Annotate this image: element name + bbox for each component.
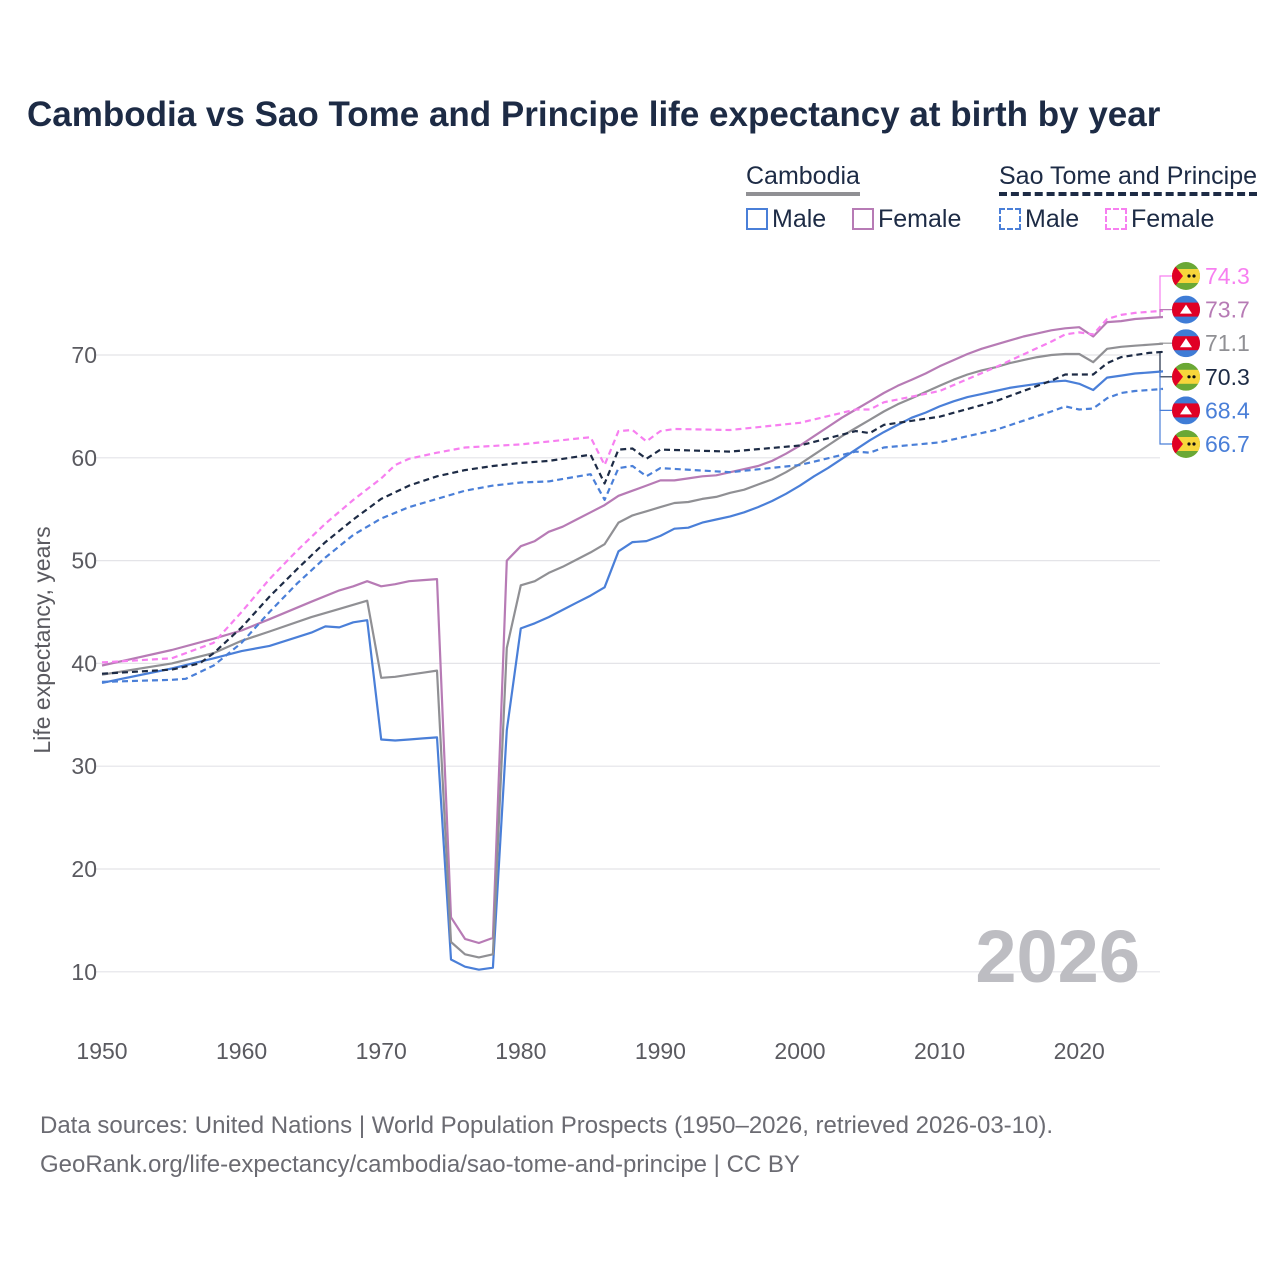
- x-tick-label: 2010: [914, 1038, 965, 1064]
- y-tick-label: 60: [71, 445, 97, 471]
- legend-item-sao-tome-female[interactable]: Female: [1105, 205, 1214, 234]
- series-line-cambodia: [101, 342, 1164, 959]
- sao-tome-flag-icon: [1172, 362, 1200, 391]
- x-tick-label: 2000: [774, 1038, 825, 1064]
- x-tick-label: 1970: [356, 1038, 407, 1064]
- cambodia-flag-icon: [1172, 329, 1200, 358]
- y-axis-label: Life expectancy, years: [29, 526, 55, 753]
- label-connector: [1159, 351, 1172, 378]
- legend-label: Female: [878, 205, 962, 233]
- legend-swatch: [852, 208, 874, 230]
- x-tick-label: 1990: [635, 1038, 686, 1064]
- y-tick-label: 40: [71, 650, 97, 676]
- y-tick-label: 20: [71, 856, 97, 882]
- x-tick-label: 1950: [76, 1038, 127, 1064]
- cambodia-flag-icon: [1172, 295, 1200, 324]
- x-tick-label: 1980: [495, 1038, 546, 1064]
- legend-group-cambodia: Cambodia: [746, 162, 860, 196]
- end-value-label: 70.3: [1205, 364, 1250, 390]
- end-value-label: 66.7: [1205, 431, 1250, 457]
- footer: Data sources: United Nations | World Pop…: [40, 1106, 1053, 1184]
- legend-label: Female: [1131, 205, 1215, 233]
- series-line-sao-tome-and-principe: [101, 350, 1164, 675]
- series-line-sao-tome-and-principe-female: [101, 309, 1164, 664]
- sao-tome-flag-icon: [1172, 262, 1200, 290]
- legend-item-cambodia-female[interactable]: Female: [852, 205, 961, 234]
- x-tick-label: 1960: [216, 1038, 267, 1064]
- end-value-label: 73.7: [1205, 297, 1250, 323]
- legend-swatch: [1105, 208, 1127, 230]
- label-connector: [1159, 309, 1172, 318]
- sao-tome-flag-icon: [1172, 430, 1200, 458]
- y-tick-label: 30: [71, 753, 97, 779]
- legend-label: Male: [1025, 205, 1080, 233]
- x-tick-label: 2020: [1054, 1038, 1105, 1064]
- label-connector: [1159, 275, 1172, 312]
- y-tick-label: 10: [71, 959, 97, 985]
- year-watermark: 2026: [975, 915, 1140, 998]
- data-source-text: Data sources: United Nations | World Pop…: [40, 1112, 1054, 1139]
- cambodia-flag-icon: [1172, 396, 1200, 425]
- legend-item-sao-tome-male[interactable]: Male: [999, 205, 1079, 234]
- label-connector: [1159, 388, 1172, 445]
- legend-item-cambodia-male[interactable]: Male: [746, 205, 826, 234]
- chart-title: Cambodia vs Sao Tome and Principe life e…: [27, 95, 1161, 134]
- y-tick-label: 70: [71, 342, 97, 368]
- legend-label: Male: [772, 205, 827, 233]
- series-line-cambodia-male: [101, 370, 1164, 971]
- end-value-label: 71.1: [1205, 330, 1250, 356]
- end-value-label: 68.4: [1205, 397, 1250, 423]
- y-tick-label: 50: [71, 548, 97, 574]
- series-line-cambodia-female: [101, 315, 1164, 945]
- series-line-sao-tome-and-principe-male: [101, 387, 1164, 683]
- legend-swatch: [746, 208, 768, 230]
- legend-swatch: [999, 208, 1021, 230]
- end-value-label: 74.3: [1205, 263, 1250, 289]
- legend-group-sao-tome: Sao Tome and Principe: [999, 162, 1258, 196]
- source-link[interactable]: GeoRank.org/life-expectancy/cambodia/sao…: [40, 1151, 800, 1178]
